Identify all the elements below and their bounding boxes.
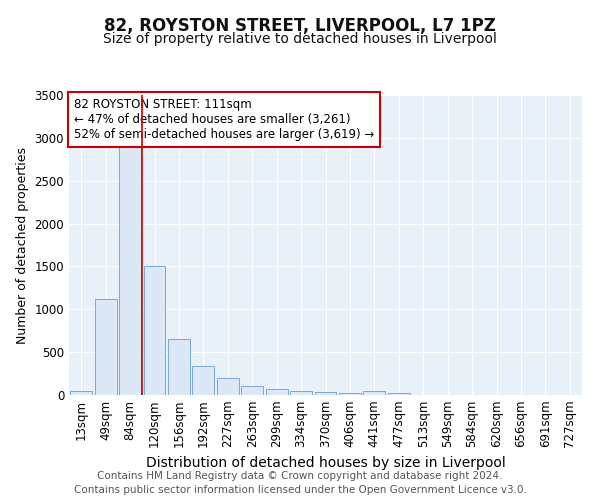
Bar: [290, 390, 312, 395]
Bar: [70, 390, 92, 395]
Bar: [168, 340, 190, 395]
Text: Size of property relative to detached houses in Liverpool: Size of property relative to detached ho…: [103, 32, 497, 46]
Y-axis label: Number of detached properties: Number of detached properties: [16, 146, 29, 344]
Bar: [143, 266, 166, 395]
Bar: [241, 386, 263, 395]
Bar: [388, 393, 410, 395]
Text: 82, ROYSTON STREET, LIVERPOOL, L7 1PZ: 82, ROYSTON STREET, LIVERPOOL, L7 1PZ: [104, 18, 496, 36]
Bar: [95, 299, 116, 395]
Bar: [364, 390, 385, 395]
X-axis label: Distribution of detached houses by size in Liverpool: Distribution of detached houses by size …: [146, 456, 505, 470]
Bar: [266, 390, 287, 395]
Bar: [217, 378, 239, 395]
Text: 82 ROYSTON STREET: 111sqm
← 47% of detached houses are smaller (3,261)
52% of se: 82 ROYSTON STREET: 111sqm ← 47% of detac…: [74, 98, 374, 141]
Bar: [119, 146, 141, 395]
Bar: [314, 392, 337, 395]
Bar: [193, 366, 214, 395]
Text: Contains HM Land Registry data © Crown copyright and database right 2024.
Contai: Contains HM Land Registry data © Crown c…: [74, 471, 526, 495]
Bar: [339, 394, 361, 395]
